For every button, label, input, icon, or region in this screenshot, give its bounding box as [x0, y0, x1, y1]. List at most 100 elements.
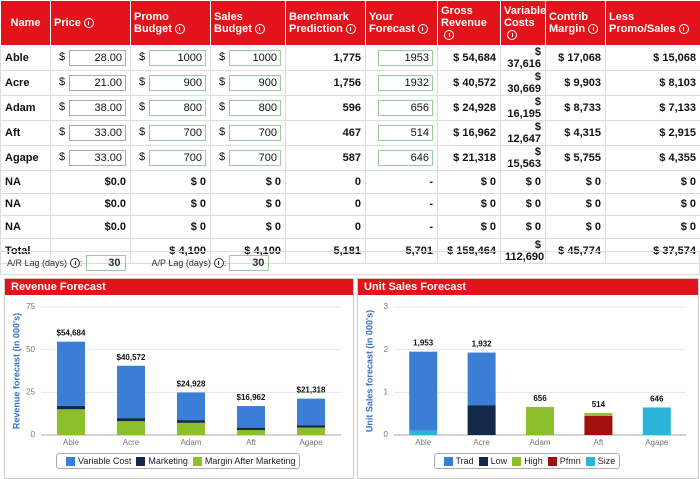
y-tick-label: 1 — [384, 387, 389, 396]
bar-label: $54,684 — [57, 329, 86, 338]
panel-title: Unit Sales Forecast — [358, 279, 698, 295]
cell: $ 8,103 — [606, 71, 700, 96]
input-box[interactable]: 514 — [378, 125, 433, 141]
bar-segment — [237, 406, 265, 428]
info-icon — [444, 30, 454, 40]
cell: $ 24,928 — [438, 96, 501, 121]
cell: $ 54,684 — [438, 46, 501, 71]
cell: $33.00 — [51, 146, 131, 171]
cell: 0 — [286, 216, 366, 239]
cell: $ 0 — [211, 193, 286, 216]
header-text: Sales Budget — [214, 11, 252, 35]
input-box[interactable]: 900 — [149, 75, 206, 91]
legend-text: Trad — [456, 456, 474, 466]
input-box[interactable]: 646 — [378, 150, 433, 166]
row-name: Acre — [1, 71, 51, 96]
input-box[interactable]: 656 — [378, 100, 433, 116]
cell: $700 — [211, 121, 286, 146]
cell: $ 15,563 — [501, 146, 546, 171]
separator: : — [80, 258, 83, 268]
lag-input[interactable]: 30 — [86, 255, 126, 271]
legend-swatch — [479, 457, 488, 466]
input-box[interactable]: 700 — [229, 150, 281, 166]
input-box[interactable]: 1932 — [378, 75, 433, 91]
bar-label: 1,953 — [413, 339, 434, 348]
header-text: Promo Budget — [134, 11, 172, 35]
column-header: Promo Budget — [131, 1, 211, 46]
input-box[interactable]: 700 — [229, 125, 281, 141]
input-box[interactable]: 1953 — [378, 50, 433, 66]
cell: $ 2,915 — [606, 121, 700, 146]
input-box[interactable]: 33.00 — [69, 150, 126, 166]
legend-text: Variable Cost — [78, 456, 131, 466]
bar-segment — [297, 428, 325, 435]
bar-segment — [177, 392, 205, 420]
input-box[interactable]: 700 — [149, 150, 206, 166]
cell: 596 — [286, 96, 366, 121]
bar-label: $16,962 — [237, 393, 266, 402]
cell: $1000 — [211, 46, 286, 71]
input-box[interactable]: 700 — [149, 125, 206, 141]
y-tick-label: 75 — [26, 302, 35, 311]
legend-text: Margin After Marketing — [205, 456, 296, 466]
input-box[interactable]: 28.00 — [69, 50, 126, 66]
cell: 1953 — [366, 46, 438, 71]
cell: $21.00 — [51, 71, 131, 96]
row-name: Aft — [1, 121, 51, 146]
cell: $33.00 — [51, 121, 131, 146]
cell: $ 12,647 — [501, 121, 546, 146]
input-box[interactable]: 1000 — [149, 50, 206, 66]
legend-swatch — [586, 457, 595, 466]
x-tick-label: Agape — [299, 438, 323, 447]
cell: $0.0 — [51, 171, 131, 194]
currency: $ — [219, 51, 225, 63]
legend-item: Variable Cost — [61, 456, 131, 466]
input-box[interactable]: 38.00 — [69, 100, 126, 116]
input-box[interactable]: 800 — [229, 100, 281, 116]
separator: : — [224, 258, 227, 268]
bar-segment — [237, 428, 265, 430]
cell: $700 — [211, 146, 286, 171]
legend-text: Pfmn — [560, 456, 581, 466]
legend-text: High — [524, 456, 543, 466]
cell: $ 7,133 — [606, 96, 700, 121]
cell: 514 — [366, 121, 438, 146]
bar-segment — [409, 431, 437, 435]
header-text: Benchmark Prediction — [289, 11, 349, 35]
cell: $ 0 — [211, 171, 286, 194]
cell: $ 17,068 — [546, 46, 606, 71]
column-header: Price — [51, 1, 131, 46]
cell: $1000 — [131, 46, 211, 71]
cell: $ 0 — [546, 193, 606, 216]
cell: $ 0 — [438, 171, 501, 194]
currency: $ — [139, 76, 145, 88]
header-text: Contrib Margin — [549, 11, 588, 35]
cell: $ 0 — [606, 216, 700, 239]
input-box[interactable]: 1000 — [229, 50, 281, 66]
input-box[interactable]: 800 — [149, 100, 206, 116]
input-box[interactable]: 21.00 — [69, 75, 126, 91]
bar-label: 514 — [592, 400, 606, 409]
input-box[interactable]: 900 — [229, 75, 281, 91]
cell: $800 — [211, 96, 286, 121]
bar-segment — [468, 405, 496, 435]
lag-label: A/P Lag (days) — [152, 258, 211, 268]
input-box[interactable]: 33.00 — [69, 125, 126, 141]
cell: $ 0 — [546, 171, 606, 194]
bar-label: 1,932 — [472, 340, 493, 349]
cell: 1,756 — [286, 71, 366, 96]
bar-segment — [297, 425, 325, 427]
legend-item: Size — [581, 456, 616, 466]
lag-input[interactable]: 30 — [229, 255, 269, 271]
legend-item: Margin After Marketing — [188, 456, 296, 466]
header-text: Variable Costs — [504, 5, 546, 29]
cell: $ 0 — [131, 193, 211, 216]
currency: $ — [59, 76, 65, 88]
currency: $ — [219, 151, 225, 163]
